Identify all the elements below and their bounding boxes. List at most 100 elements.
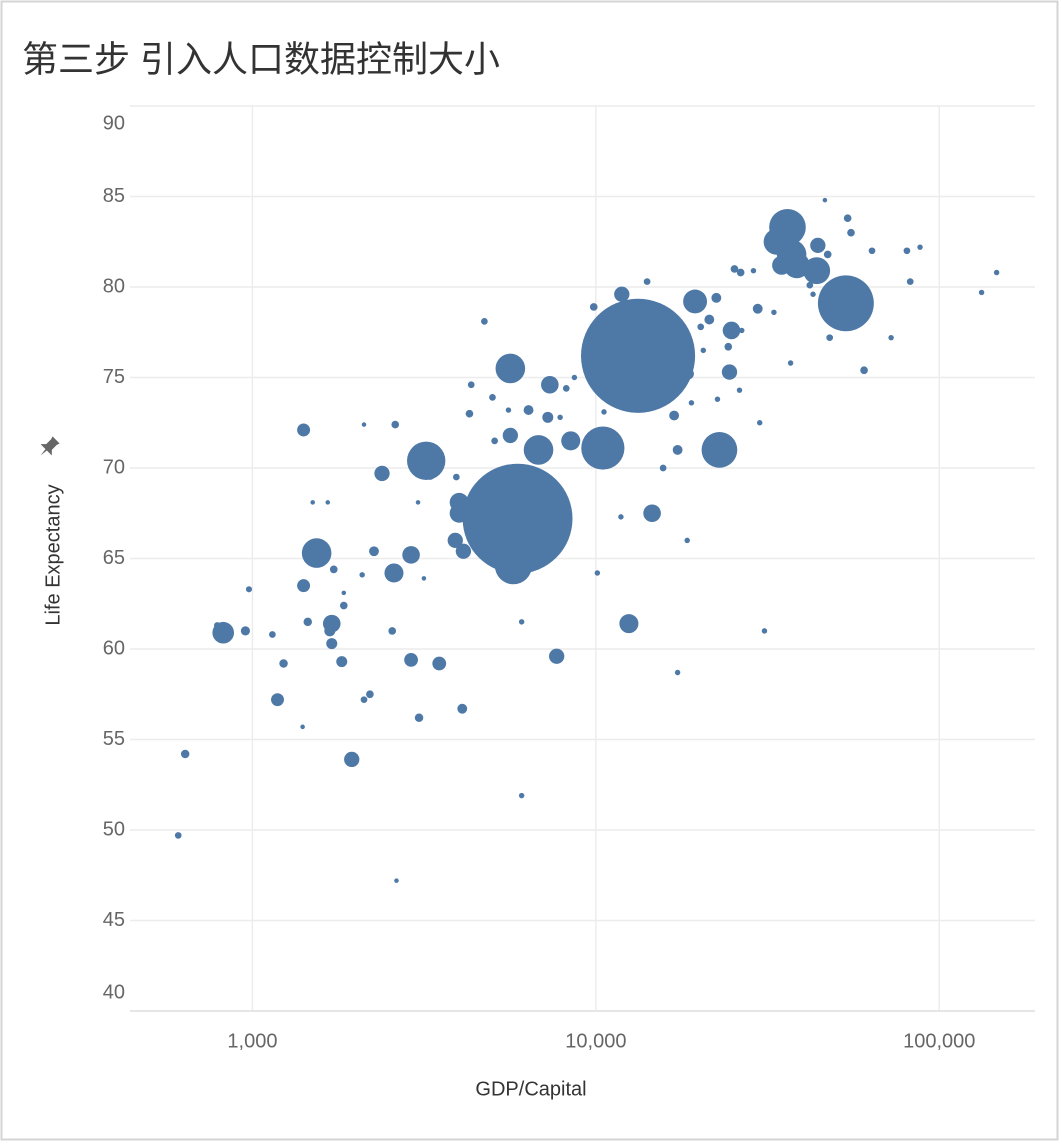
bubble <box>415 500 421 505</box>
bubble <box>739 327 745 334</box>
bubble <box>245 586 253 593</box>
bubble <box>432 656 447 671</box>
bubble <box>674 669 681 676</box>
bubble <box>465 409 474 418</box>
bubble <box>336 656 348 668</box>
y-tick-label: 75 <box>103 366 125 388</box>
bubble <box>906 278 914 285</box>
bubble <box>361 422 367 427</box>
bubble <box>455 543 472 559</box>
bubble <box>787 360 794 366</box>
bubble <box>394 878 399 883</box>
bubble <box>736 268 745 277</box>
bubble <box>481 318 488 325</box>
bubble <box>806 281 814 289</box>
bubble <box>297 579 311 593</box>
y-tick-label: 60 <box>103 637 125 659</box>
bubble <box>771 309 777 316</box>
bubble <box>903 247 911 255</box>
bubble <box>722 321 741 340</box>
bubble <box>700 347 707 354</box>
y-tick-label: 40 <box>103 981 125 1003</box>
bubble <box>571 374 578 381</box>
bubble <box>682 368 694 380</box>
bubble <box>614 286 630 302</box>
y-tick-label: 70 <box>103 456 125 478</box>
bubble <box>324 625 336 637</box>
plot-area: 40 45 50 55 60 65 70 75 80 85 90 1,000 10,000 100,000 <box>103 105 1035 1052</box>
pin-icon <box>40 436 60 456</box>
bubble <box>888 334 894 341</box>
bubble <box>724 342 733 351</box>
bubble <box>491 437 498 445</box>
bubble <box>359 572 365 578</box>
bubble <box>404 652 418 667</box>
x-tick-label: 10,000 <box>565 1030 626 1052</box>
bubble <box>341 590 347 596</box>
bubble <box>329 565 338 574</box>
bubble <box>649 376 678 405</box>
bubble <box>505 407 512 413</box>
bubble <box>756 420 763 426</box>
x-tick-label: 1,000 <box>227 1030 277 1052</box>
bubble <box>495 353 526 384</box>
y-tick-label: 55 <box>103 728 125 750</box>
bubble <box>643 278 651 285</box>
bubble <box>523 405 534 416</box>
bubble <box>271 693 284 707</box>
bubble <box>425 470 435 480</box>
bubble <box>672 444 683 455</box>
bubble <box>315 541 324 550</box>
bubble <box>761 628 768 634</box>
bubble <box>730 265 739 273</box>
bubble <box>659 464 667 472</box>
bubble <box>688 400 695 406</box>
y-tick-label: 65 <box>103 547 125 569</box>
bubble <box>240 626 251 636</box>
bubble <box>489 394 496 401</box>
bubble <box>310 500 315 505</box>
bubble <box>860 366 868 375</box>
bubble <box>826 334 834 342</box>
bubble <box>561 431 581 451</box>
y-tick-label: 45 <box>103 909 125 931</box>
y-tick-label: 85 <box>103 185 125 207</box>
bubble <box>823 250 832 259</box>
bubble <box>697 323 705 331</box>
bubble <box>407 441 446 480</box>
bubble <box>213 622 221 629</box>
bubble <box>518 792 525 799</box>
bubble <box>414 713 424 723</box>
bubble <box>180 749 190 759</box>
bubble <box>300 724 305 730</box>
bubble <box>325 500 331 505</box>
bubble <box>783 252 810 279</box>
y-tick-label: 80 <box>103 275 125 297</box>
y-tick-label: 50 <box>103 818 125 840</box>
bubble <box>541 375 559 394</box>
bubble <box>683 289 708 314</box>
bubble <box>769 208 806 246</box>
bubble <box>369 546 379 557</box>
bubble <box>810 237 826 254</box>
bubble <box>993 269 1000 276</box>
bubble <box>810 291 816 297</box>
bubble <box>269 631 276 638</box>
bubble <box>339 601 348 610</box>
bubble <box>523 435 554 465</box>
bubble <box>978 289 985 296</box>
bubble <box>388 627 397 635</box>
bubble <box>847 228 855 237</box>
bubble <box>581 298 696 413</box>
bubble <box>344 751 360 768</box>
bubble <box>562 385 570 392</box>
bubble <box>384 563 404 583</box>
bubble <box>360 696 368 704</box>
bubble <box>594 570 601 576</box>
bubble <box>643 504 661 523</box>
bubble <box>714 396 721 402</box>
bubble <box>542 411 554 423</box>
bubble <box>557 414 563 421</box>
